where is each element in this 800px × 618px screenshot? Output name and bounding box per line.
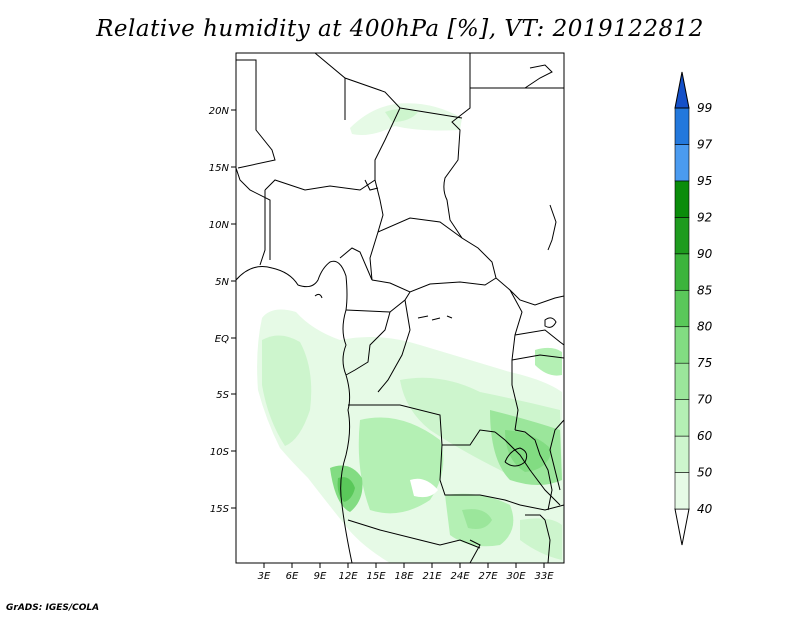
colorbar-label: 90: [697, 247, 713, 261]
lat-label: EQ: [215, 334, 229, 345]
lon-label: 15E: [366, 571, 386, 582]
colorbar-bin: [674, 217, 690, 255]
lon-labels: 3E 6E 9E 12E 15E 18E 21E 24E 27E 30E 33E: [258, 571, 555, 582]
colorbar-bin: [674, 180, 690, 218]
colorbar-bin: [674, 107, 690, 145]
lat-label: 10S: [210, 447, 230, 458]
lon-label: 18E: [394, 571, 414, 582]
credit-text: GrADS: IGES/COLA: [6, 603, 100, 613]
colorbar-bin: [674, 253, 690, 291]
colorbar-bin: [674, 472, 690, 510]
colorbar-bin: [674, 399, 690, 437]
colorbar-label: 97: [697, 137, 713, 151]
colorbar-label: 95: [697, 174, 712, 188]
colorbar-label: 40: [697, 502, 713, 516]
colorbar-label: 50: [697, 466, 713, 480]
lon-tick-marks: [263, 563, 545, 568]
colorbar-bin: [674, 362, 690, 400]
lon-label: 6E: [286, 571, 299, 582]
colorbar: 40 50 60 70 75 80 85 90 92 95 97 99: [674, 71, 713, 546]
lon-label: 30E: [506, 571, 526, 582]
lon-label: 3E: [258, 571, 271, 582]
colorbar-label: 92: [697, 210, 712, 224]
lon-label: 21E: [422, 571, 442, 582]
coastline-central-africa: [340, 309, 353, 563]
colorbar-bin: [674, 435, 690, 473]
lat-labels: 20N 15N 10N 5N EQ 5S 10S 15S: [209, 106, 230, 515]
map-frame: [235, 52, 565, 564]
lat-label: 5S: [216, 390, 229, 401]
lat-label: 10N: [209, 220, 230, 231]
lat-label: 5N: [215, 277, 229, 288]
humidity-shading: [257, 103, 564, 563]
colorbar-label: 75: [697, 356, 712, 370]
country-borders: [236, 53, 564, 563]
colorbar-label: 70: [697, 393, 713, 407]
colorbar-bin: [674, 326, 690, 364]
colorbar-bin-lowest: [674, 508, 690, 546]
lon-label: 33E: [534, 571, 554, 582]
colorbar-bin: [674, 289, 690, 328]
lat-label: 15N: [209, 163, 230, 174]
colorbar-label: 99: [697, 101, 712, 115]
lat-tick-marks: [231, 109, 236, 509]
lat-label: 20N: [209, 106, 230, 117]
colorbar-bin-highest: [674, 71, 690, 109]
colorbar-label: 60: [697, 429, 713, 443]
colorbar-label: 80: [697, 320, 713, 334]
lon-label: 24E: [450, 571, 470, 582]
lon-label: 9E: [314, 571, 327, 582]
coastline-west-africa: [236, 260, 348, 311]
lon-label: 12E: [338, 571, 358, 582]
colorbar-bin: [674, 144, 690, 182]
map-title: Relative humidity at 400hPa [%], VT: 201…: [96, 16, 704, 42]
lon-label: 27E: [478, 571, 498, 582]
colorbar-label: 85: [697, 283, 712, 297]
lat-label: 15S: [210, 504, 230, 515]
